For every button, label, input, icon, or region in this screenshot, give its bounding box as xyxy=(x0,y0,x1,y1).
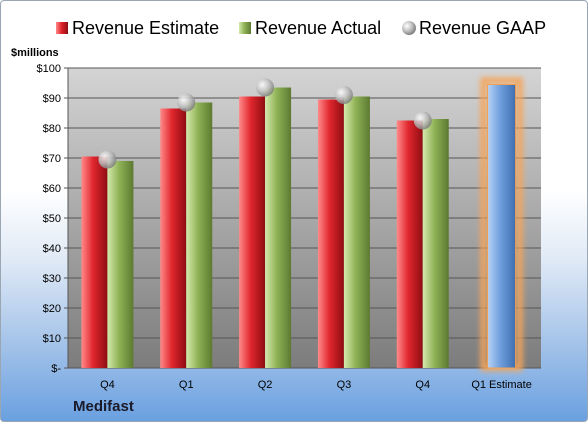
legend-swatch xyxy=(56,22,68,34)
y-tick-label: $100 xyxy=(37,63,61,75)
bar-revenue-actual xyxy=(422,119,449,368)
y-tick-label: $80 xyxy=(43,123,61,135)
y-tick-label: $10 xyxy=(43,333,61,345)
x-tick-label: Q1 Estimate xyxy=(471,379,532,391)
bar-revenue-actual xyxy=(107,161,134,368)
y-tick-label: $30 xyxy=(43,273,61,285)
legend-label: Revenue GAAP xyxy=(419,18,546,38)
bar-revenue-actual xyxy=(186,102,213,368)
gridlines xyxy=(68,67,541,369)
x-tick-label: Q4 xyxy=(415,379,430,391)
y-tick-label: $- xyxy=(51,363,61,375)
marker-revenue-gaap xyxy=(334,86,353,104)
bar-revenue-estimate xyxy=(396,120,423,368)
legend-label: Revenue Estimate xyxy=(72,18,219,38)
bar-q1-estimate xyxy=(487,84,517,369)
legend-label: Revenue Actual xyxy=(255,18,381,38)
marker-revenue-gaap xyxy=(177,93,196,112)
x-tick-label: Q2 xyxy=(258,379,273,391)
y-tick-label: $90 xyxy=(43,93,61,105)
x-tick-label: Q1 xyxy=(179,379,194,391)
x-tick-label: Q3 xyxy=(337,379,352,391)
bar-revenue-estimate xyxy=(81,156,108,368)
bar-revenue-estimate xyxy=(239,96,266,368)
bar-revenue-estimate xyxy=(160,108,187,368)
y-unit-label: $millions xyxy=(11,47,59,59)
bars xyxy=(81,77,523,371)
bar-revenue-estimate xyxy=(317,99,344,368)
marker-revenue-gaap xyxy=(256,78,275,97)
y-tick-label: $40 xyxy=(43,243,61,255)
y-tick-label: $60 xyxy=(43,183,61,195)
legend-swatch xyxy=(239,22,251,34)
legend: Revenue Estimate Revenue Actual Revenue GA… xyxy=(56,18,546,38)
y-tick-label: $20 xyxy=(43,303,61,315)
bar-revenue-actual xyxy=(343,96,370,368)
bar-revenue-actual xyxy=(265,87,292,368)
y-tick-label: $50 xyxy=(43,213,61,225)
y-tick-label: $70 xyxy=(43,153,61,165)
marker-revenue-gaap xyxy=(98,150,117,169)
legend-swatch xyxy=(402,21,416,35)
x-axis: Q4 Q1 Q2 Q3 Q4 Q1 Estimate xyxy=(100,379,532,391)
marker-revenue-gaap xyxy=(413,111,432,130)
x-tick-label: Q4 xyxy=(100,379,115,391)
company-name: Medifast xyxy=(73,398,134,415)
y-axis: $- $10 $20 $30 $40 $50 $60 $70 $80 $90 $100 xyxy=(37,63,69,375)
